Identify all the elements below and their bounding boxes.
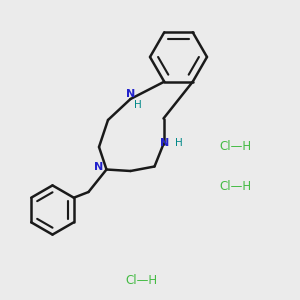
Text: Cl—H: Cl—H xyxy=(219,140,252,154)
Text: N: N xyxy=(160,137,169,148)
Text: N: N xyxy=(94,162,103,172)
Text: Cl—H: Cl—H xyxy=(219,179,252,193)
Text: H: H xyxy=(175,137,183,148)
Text: H: H xyxy=(134,100,142,110)
Text: Cl—H: Cl—H xyxy=(125,274,157,287)
Text: N: N xyxy=(126,89,135,100)
